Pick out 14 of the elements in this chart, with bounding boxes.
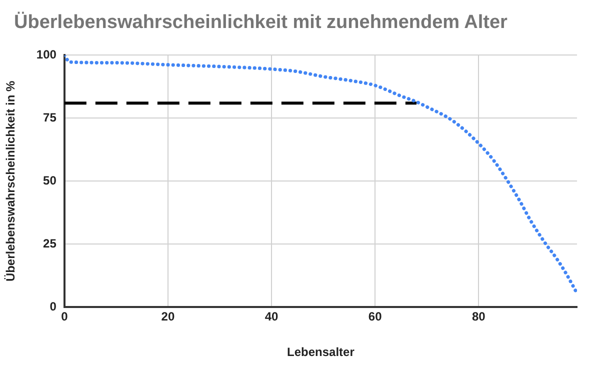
y-tick-label: 50 <box>43 174 57 188</box>
x-tick-label: 0 <box>61 310 68 324</box>
x-tick-label: 20 <box>161 310 175 324</box>
x-tick-label: 80 <box>472 310 486 324</box>
chart-title: Überlebenswahrscheinlichkeit mit zunehmendem Alter <box>14 12 508 34</box>
x-axis-title: Lebensalter <box>287 345 355 360</box>
y-axis-title: Überlebenswahrscheinlichkeit in % <box>4 80 18 282</box>
y-tick-label: 0 <box>50 300 57 314</box>
y-tick-label: 100 <box>36 48 57 62</box>
x-tick-label: 60 <box>368 310 382 324</box>
y-tick-label: 25 <box>43 236 57 251</box>
y-tick-label: 75 <box>43 110 57 125</box>
line-series <box>64 55 577 296</box>
x-tick-label: 40 <box>264 310 279 324</box>
